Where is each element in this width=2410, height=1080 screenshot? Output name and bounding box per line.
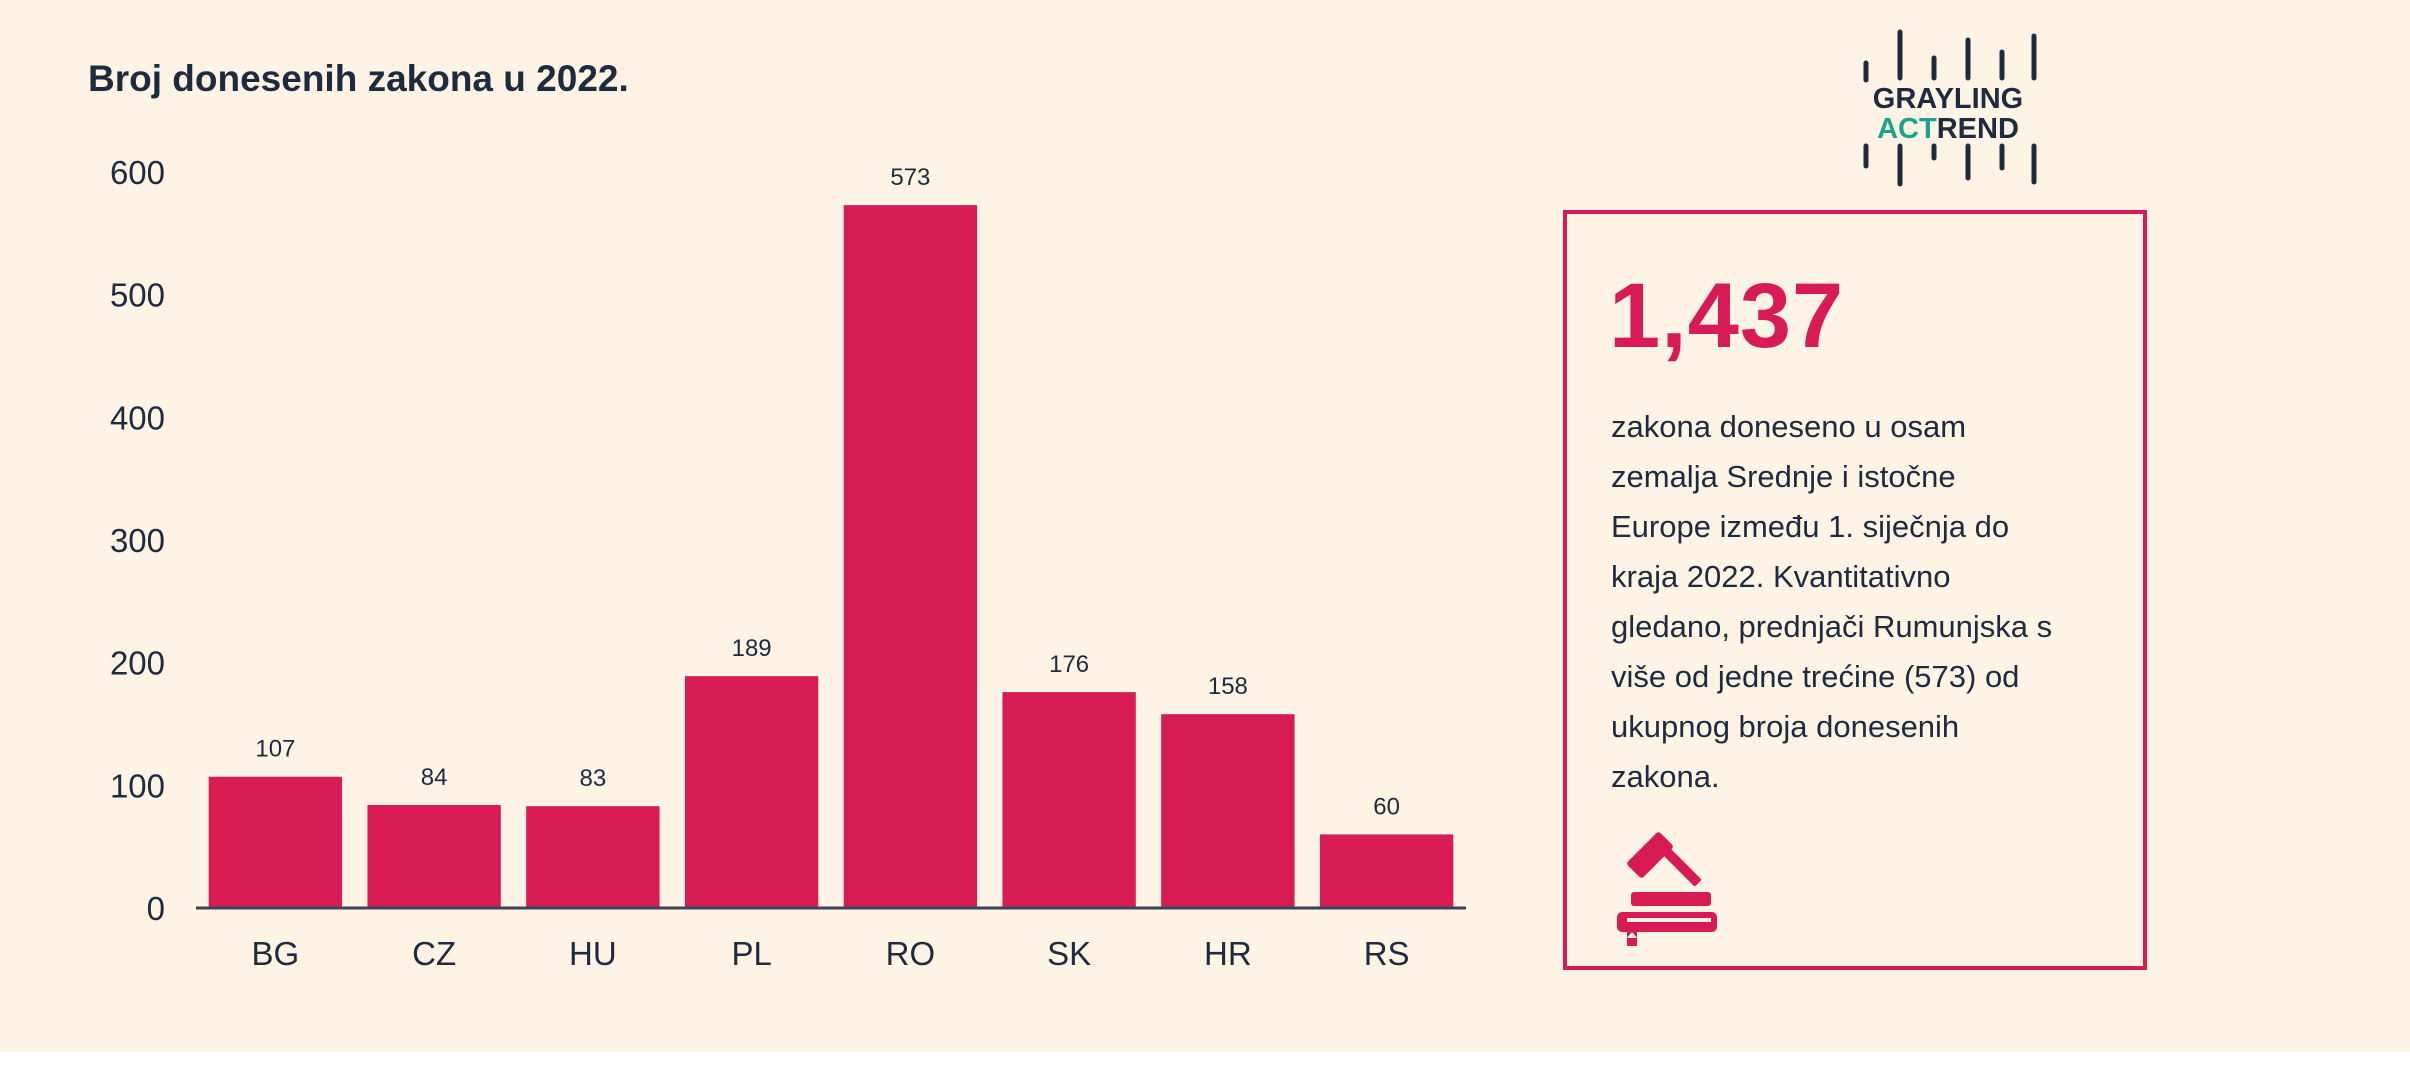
bar-hr: [1161, 714, 1295, 908]
description-line: više od jedne trećine (573) od: [1611, 659, 2020, 694]
svg-text:ACTREND: ACTREND: [1877, 113, 2019, 145]
chart-title: Broj donesenih zakona u 2022.: [88, 58, 629, 99]
bar-sk: [1002, 692, 1136, 908]
y-tick-label: 400: [110, 399, 165, 436]
y-tick-label: 300: [110, 522, 165, 559]
summary-card: 1,437 zakona doneseno u osam zemalja Sre…: [1563, 210, 2147, 970]
x-tick-label: CZ: [412, 935, 456, 972]
y-tick-label: 500: [110, 277, 165, 314]
x-tick-label: PL: [731, 935, 771, 972]
logo-line2-act: ACT: [1877, 113, 1937, 145]
logo-line1: GRAYLING: [1873, 83, 2023, 115]
x-tick-label: BG: [252, 935, 300, 972]
description-line: zakona.: [1611, 759, 1720, 794]
x-tick-label: HR: [1204, 935, 1252, 972]
data-label: 107: [255, 736, 295, 763]
total-laws-number: 1,437: [1609, 265, 1845, 367]
y-tick-label: 600: [110, 154, 165, 191]
x-tick-label: SK: [1047, 935, 1091, 972]
bar-hu: [526, 806, 660, 908]
infographic-canvas: Broj donesenih zakona u 2022. 0 100 200 300…: [0, 0, 2410, 1052]
x-tick-label: RO: [886, 935, 936, 972]
description-line: gledano, prednjači Rumunjska s: [1611, 609, 2053, 644]
data-label: 573: [890, 164, 930, 191]
data-label: 189: [732, 635, 772, 662]
description-line: zakona doneseno u osam: [1611, 409, 1967, 444]
description-line: ukupnog broja donesenih: [1611, 709, 1960, 744]
summary-description: zakona doneseno u osam zemalja Srednje i…: [1611, 402, 2131, 802]
grayling-logo: GRAYLING ACTREND: [1863, 29, 2037, 187]
bar-chart: 0 100 200 300 400 500 600 107 BG 84 CZ 83 HU 189 PL 573…: [110, 154, 1466, 972]
bar-cz: [367, 804, 501, 908]
y-tick-label: 0: [147, 890, 165, 927]
x-tick-label: HU: [569, 935, 617, 972]
bar-ro: [843, 205, 978, 908]
data-label: 60: [1373, 793, 1400, 820]
y-tick-label: 200: [110, 645, 165, 682]
y-tick-label: 100: [110, 767, 165, 804]
data-label: 158: [1208, 673, 1248, 700]
logo-line2-rend: REND: [1937, 113, 2019, 145]
data-label: 176: [1049, 651, 1089, 678]
bar-bg: [208, 776, 343, 908]
gavel-icon: [1617, 832, 1717, 946]
data-label: 84: [421, 764, 448, 791]
description-line: Europe između 1. siječnja do: [1611, 509, 2010, 544]
description-line: zemalja Srednje i istočne: [1611, 459, 1956, 494]
x-tick-label: RS: [1364, 935, 1410, 972]
data-label: 83: [580, 765, 607, 792]
bar-rs: [1319, 834, 1454, 908]
description-line: kraja 2022. Kvantitativno: [1611, 559, 1951, 594]
bar-pl: [684, 676, 819, 908]
